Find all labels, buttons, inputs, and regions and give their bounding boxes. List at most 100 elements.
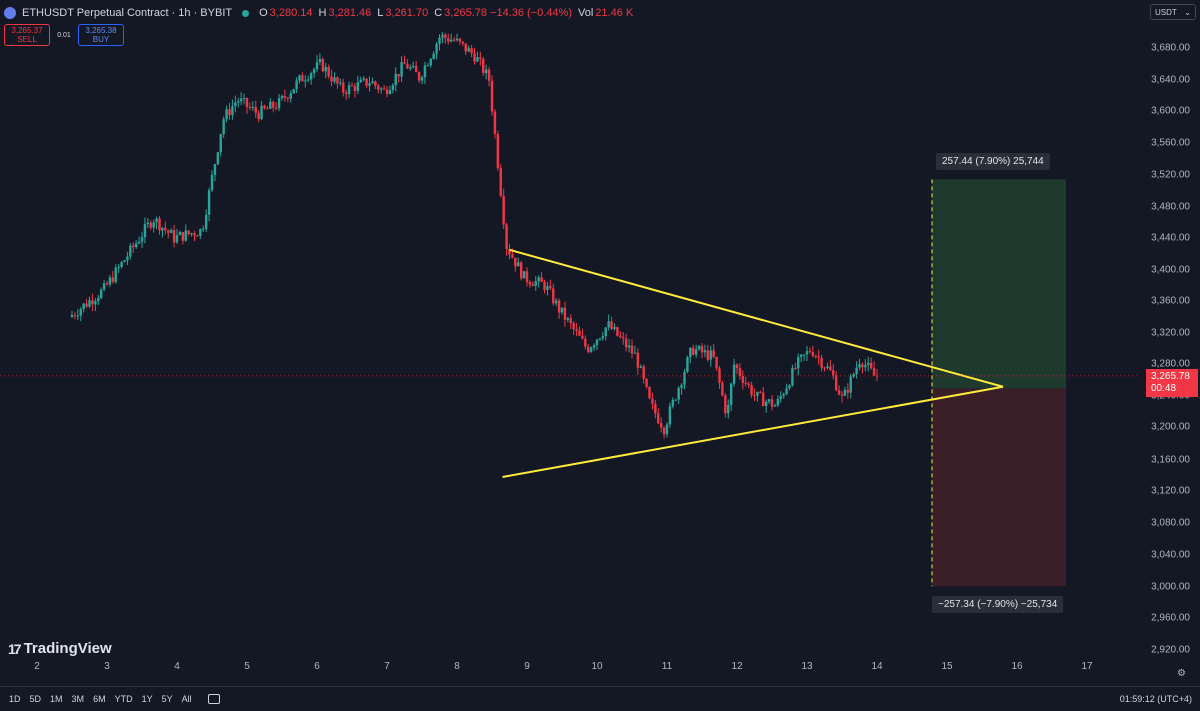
candle-body (350, 85, 354, 87)
sell-button[interactable]: 3,265.37 SELL (4, 24, 50, 46)
candle-body (79, 309, 82, 316)
candle-body (426, 65, 430, 67)
candle-body (837, 390, 841, 395)
candle-body (499, 167, 502, 196)
candle-body (397, 73, 400, 77)
range-1y-button[interactable]: 1Y (141, 694, 153, 704)
gear-icon[interactable]: ⚙ (1177, 668, 1186, 679)
candle-body (849, 376, 852, 393)
candle-body (662, 427, 666, 435)
price-tick: 2,960.00 (1151, 612, 1190, 624)
candle-body (869, 362, 873, 369)
candle-body (225, 109, 228, 120)
candle-body (522, 271, 526, 279)
candle-body (452, 39, 456, 41)
candle-body (222, 119, 225, 135)
range-1m-button[interactable]: 1M (50, 694, 63, 704)
range-1d-button[interactable]: 1D (9, 694, 21, 704)
symbol-title[interactable]: ETHUSDT Perpetual Contract · 1h · BYBIT (22, 7, 233, 19)
triangle-trendlines[interactable] (502, 248, 1004, 478)
candle-body (237, 101, 240, 103)
currency-selector[interactable]: USDT ⌄ (1150, 4, 1196, 20)
candle-body (161, 227, 164, 231)
candle-body (595, 339, 599, 346)
candle-body (344, 92, 348, 95)
candle-body (126, 256, 129, 261)
stop-label[interactable]: −257.34 (−7.90%) −25,734 (932, 596, 1064, 613)
date-tick: 16 (1011, 661, 1023, 672)
buy-button[interactable]: 3,265.38 BUY (78, 24, 124, 46)
candle-body (342, 82, 345, 93)
price-tick: 3,200.00 (1151, 421, 1190, 433)
candle-body (546, 286, 549, 290)
date-tick: 3 (104, 661, 110, 672)
price-tick: 3,440.00 (1151, 232, 1190, 244)
price-tick: 3,680.00 (1151, 42, 1190, 54)
candle-body (231, 106, 234, 115)
date-tick: 13 (801, 661, 813, 672)
candle-body (534, 281, 537, 286)
candle-body (333, 77, 336, 82)
candle-body (432, 53, 435, 59)
candle-body (414, 65, 418, 73)
candle-body (633, 352, 637, 354)
date-tick: 17 (1081, 661, 1093, 672)
candle-body (776, 398, 780, 406)
buy-label: BUY (92, 35, 110, 44)
candle-body (747, 383, 750, 386)
range-ytd-button[interactable]: YTD (114, 694, 133, 704)
candle-body (164, 227, 167, 231)
candle-body (589, 347, 593, 352)
candle-body (843, 389, 847, 396)
candle-body (82, 303, 85, 310)
candle-body (569, 318, 572, 324)
candle-body (435, 44, 438, 54)
candle-body (289, 93, 292, 99)
candle-body (152, 222, 155, 228)
candle-body (578, 330, 581, 336)
range-5d-button[interactable]: 5D (29, 694, 42, 704)
candle-body (385, 89, 389, 95)
price-tick: 3,480.00 (1151, 201, 1190, 213)
tradingview-wordmark: TradingView (23, 640, 112, 657)
candle-body (479, 57, 482, 59)
ohlc-readout: O 3,280.14 H 3,281.46 L 3,261.70 C 3,265.78 … (259, 7, 633, 19)
candle-body (467, 48, 470, 52)
candle-body (846, 389, 850, 393)
candle-body (779, 396, 782, 399)
candle-body (799, 354, 803, 358)
candle-body (630, 345, 634, 354)
candle-body (677, 387, 680, 400)
candle-body (861, 364, 864, 368)
candle-body (307, 79, 310, 81)
candle-body (123, 260, 126, 263)
candle-body (184, 230, 187, 241)
range-all-button[interactable]: All (181, 694, 192, 704)
price-tick: 3,520.00 (1151, 169, 1190, 181)
candle-body (770, 399, 774, 407)
candle-body (251, 106, 255, 108)
candle-body (785, 388, 788, 395)
price-tick: 3,600.00 (1151, 105, 1190, 117)
clock[interactable]: 01:59:12 (UTC+4) (1119, 694, 1192, 704)
candle-body (129, 245, 132, 257)
calendar-icon[interactable] (207, 694, 220, 704)
candle-body (607, 321, 610, 328)
candle-body (753, 395, 756, 397)
candle-body (741, 376, 745, 383)
range-6m-button[interactable]: 6M (93, 694, 106, 704)
candle-body (519, 262, 523, 279)
tradingview-logo[interactable]: 17 TradingView (8, 640, 112, 657)
candle-body (692, 347, 695, 355)
range-3m-button[interactable]: 3M (71, 694, 85, 704)
candle-body (616, 327, 619, 336)
target-label[interactable]: 257.44 (7.90%) 25,744 (936, 153, 1050, 170)
candle-body (391, 85, 395, 91)
candle-body (85, 303, 88, 307)
candle-body (508, 249, 511, 255)
candle-body (365, 78, 368, 86)
date-tick: 8 (454, 661, 460, 672)
candle-body (560, 307, 564, 313)
range-5y-button[interactable]: 5Y (161, 694, 173, 704)
